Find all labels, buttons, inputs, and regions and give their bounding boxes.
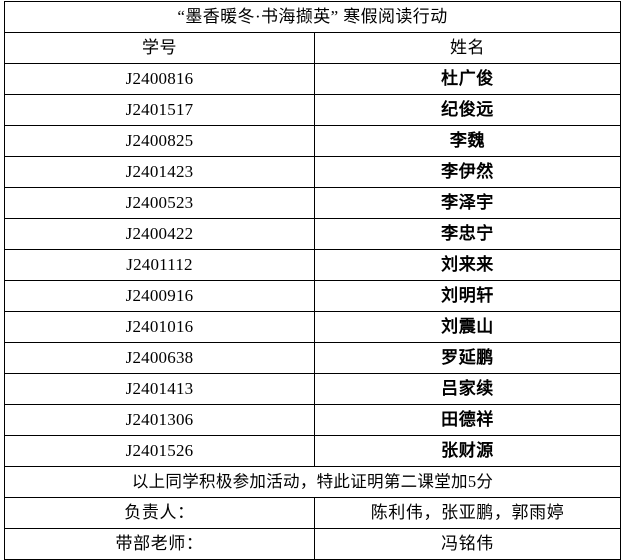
table-row: J2401016 刘震山 (4, 311, 622, 343)
table-row: J2400816 杜广俊 (4, 63, 622, 95)
column-header-row: 学号 姓名 (4, 32, 622, 64)
student-name-cell: 刘来来 (313, 249, 622, 281)
column-header-name: 姓名 (313, 32, 622, 64)
table-row: J2400638 罗延鹏 (4, 342, 622, 374)
table-row: J2401423 李伊然 (4, 156, 622, 188)
student-id-cell: J2400422 (4, 218, 315, 250)
reading-activity-table: “墨香暖冬·书海撷英” 寒假阅读行动 学号 姓名 J2400816 杜广俊 J2… (3, 1, 622, 560)
table-row: J2401526 张财源 (4, 435, 622, 467)
student-name-cell: 纪俊远 (313, 94, 622, 126)
table-row: J2400916 刘明轩 (4, 280, 622, 312)
student-name-cell: 田德祥 (313, 404, 622, 436)
student-name-cell: 李伊然 (313, 156, 622, 188)
student-id-cell: J2400638 (4, 342, 315, 374)
signature-label-teacher: 带部老师： (4, 528, 315, 560)
student-name-cell: 杜广俊 (313, 63, 622, 95)
document-title: “墨香暖冬·书海撷英” 寒假阅读行动 (3, 1, 622, 33)
student-id-cell: J2400523 (4, 187, 315, 219)
column-header-student-id: 学号 (4, 32, 315, 64)
note-row: 以上同学积极参加活动，特此证明第二课堂加5分 (3, 466, 622, 498)
certification-note: 以上同学积极参加活动，特此证明第二课堂加5分 (3, 466, 622, 498)
student-id-cell: J2400916 (4, 280, 315, 312)
table-row: J2401112 刘来来 (4, 249, 622, 281)
student-name-cell: 李忠宁 (313, 218, 622, 250)
student-id-cell: J2400816 (4, 63, 315, 95)
student-id-cell: J2401517 (4, 94, 315, 126)
student-name-cell: 刘震山 (313, 311, 622, 343)
student-name-cell: 刘明轩 (313, 280, 622, 312)
table-row: J2401413 吕家续 (4, 373, 622, 405)
student-id-cell: J2401413 (4, 373, 315, 405)
title-row: “墨香暖冬·书海撷英” 寒假阅读行动 (3, 1, 622, 33)
signature-value-teacher: 冯铭伟 (313, 528, 622, 560)
student-id-cell: J2401423 (4, 156, 315, 188)
student-id-cell: J2401306 (4, 404, 315, 436)
table-row: J2401306 田德祥 (4, 404, 622, 436)
student-id-cell: J2401112 (4, 249, 315, 281)
student-name-cell: 李魏 (313, 125, 622, 157)
student-name-cell: 李泽宇 (313, 187, 622, 219)
student-id-cell: J2400825 (4, 125, 315, 157)
table-row: J2400825 李魏 (4, 125, 622, 157)
student-name-cell: 张财源 (313, 435, 622, 467)
signature-row-teacher: 带部老师： 冯铭伟 (4, 528, 622, 560)
table-body: “墨香暖冬·书海撷英” 寒假阅读行动 学号 姓名 J2400816 杜广俊 J2… (3, 1, 622, 560)
table-row: J2400422 李忠宁 (4, 218, 622, 250)
student-id-cell: J2401526 (4, 435, 315, 467)
document-sheet: “墨香暖冬·书海撷英” 寒假阅读行动 学号 姓名 J2400816 杜广俊 J2… (3, 1, 622, 560)
table-row: J2400523 李泽宇 (4, 187, 622, 219)
table-row: J2401517 纪俊远 (4, 94, 622, 126)
student-name-cell: 罗延鹏 (313, 342, 622, 374)
student-id-cell: J2401016 (4, 311, 315, 343)
student-name-cell: 吕家续 (313, 373, 622, 405)
